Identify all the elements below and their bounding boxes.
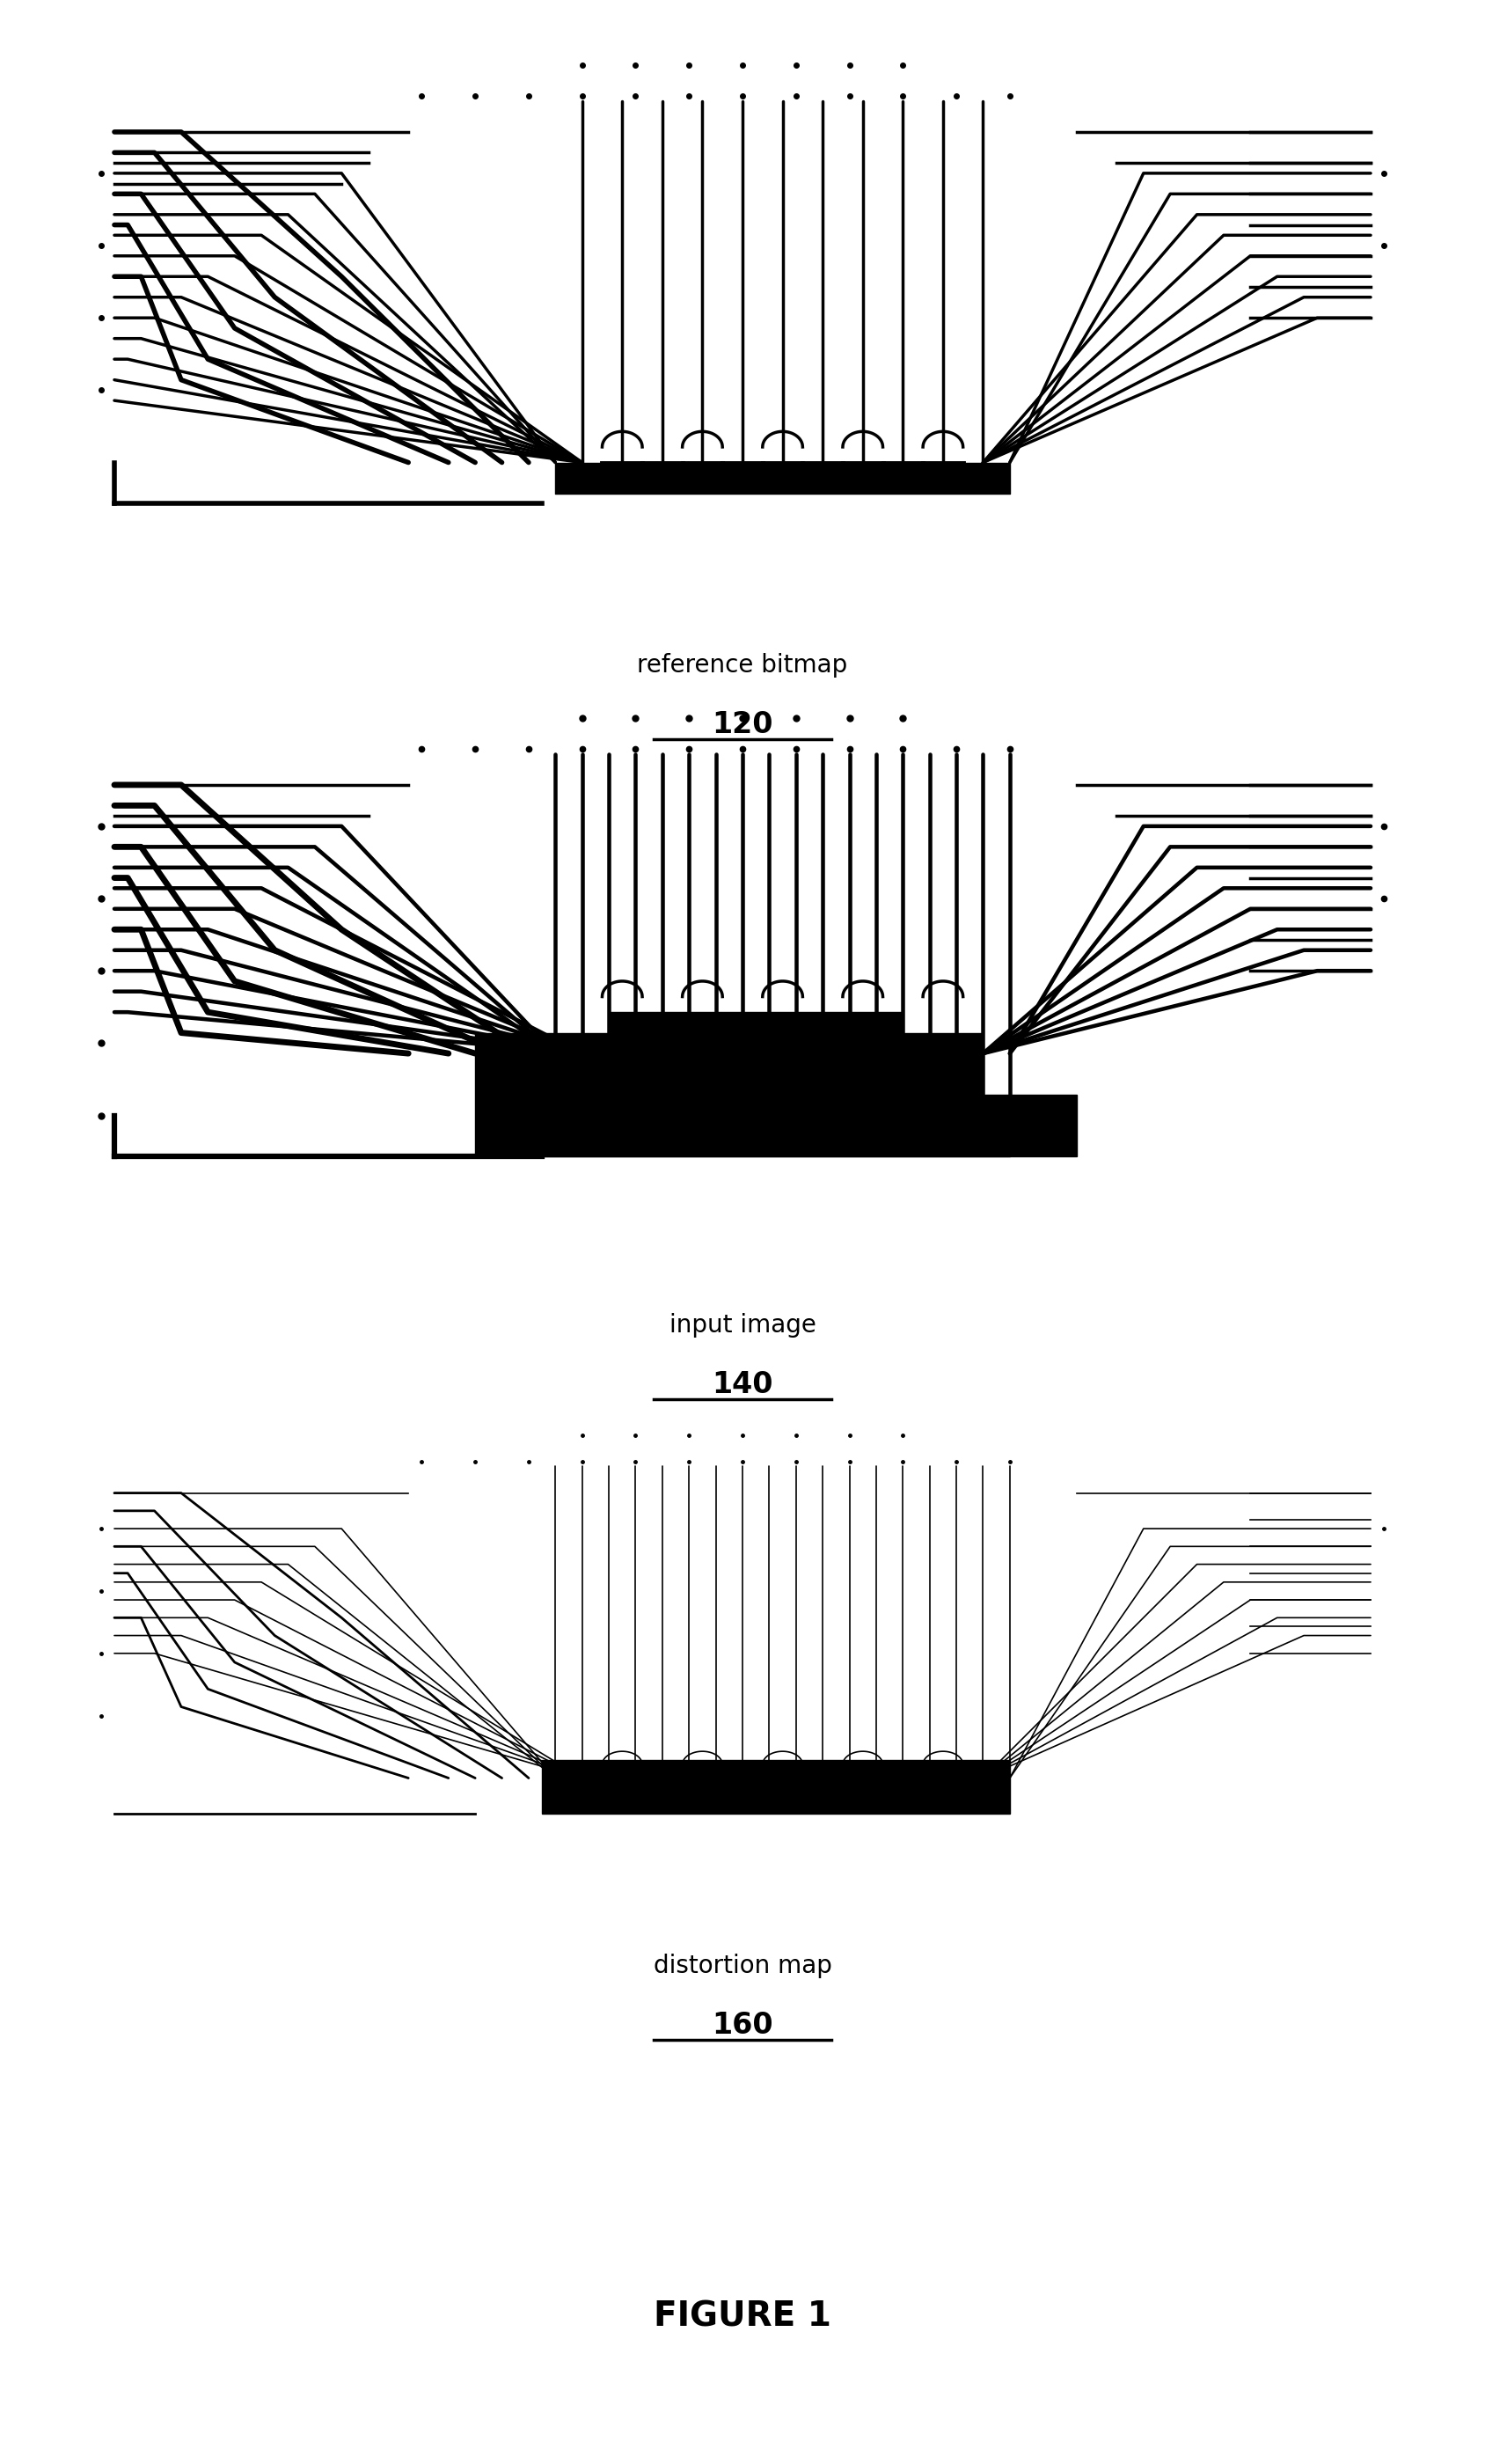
Text: FIGURE 1: FIGURE 1 (653, 2299, 832, 2333)
Polygon shape (609, 1013, 903, 1094)
Text: 140: 140 (711, 1370, 774, 1400)
Polygon shape (542, 1759, 1010, 1814)
Text: input image: input image (670, 1313, 815, 1338)
Text: 160: 160 (711, 2011, 774, 2040)
Text: 120: 120 (711, 710, 774, 739)
Text: reference bitmap: reference bitmap (637, 653, 848, 678)
Text: distortion map: distortion map (653, 1954, 832, 1979)
Polygon shape (542, 1116, 1010, 1156)
Polygon shape (475, 1032, 1077, 1156)
